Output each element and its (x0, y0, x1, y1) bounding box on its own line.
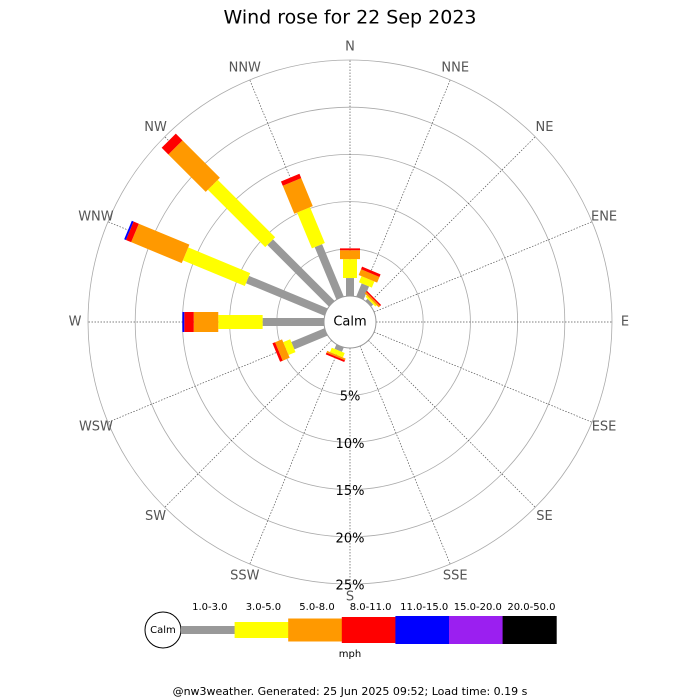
bar-segment (207, 179, 276, 248)
direction-label: NNW (229, 60, 261, 75)
spoke (373, 331, 593, 423)
legend-swatch (181, 626, 236, 634)
bar-segment (297, 207, 325, 249)
bar-segment (365, 290, 382, 307)
spoke (368, 136, 536, 304)
bar-segment (358, 269, 380, 283)
bar-segment (161, 133, 183, 155)
legend-swatch (395, 616, 450, 644)
bar-segment (325, 352, 345, 363)
spoke (359, 345, 451, 565)
bar-segment (262, 318, 324, 326)
bar-segment (346, 278, 354, 296)
legend-swatch (341, 617, 396, 643)
bar-segment (272, 342, 283, 362)
bar-segment (275, 339, 290, 361)
bar-segment (326, 350, 346, 361)
bar-segment (184, 312, 194, 332)
bar-segment (365, 295, 377, 307)
legend-label: 11.0-15.0 (400, 602, 448, 613)
bar-segment (356, 283, 370, 300)
legend-calm-label: Calm (150, 625, 176, 636)
spoke (368, 340, 536, 508)
bar-segment (340, 248, 360, 251)
bar-segment (340, 250, 360, 260)
bar-segment (282, 178, 313, 214)
legend-swatch (449, 616, 504, 644)
chart-title: Wind rose for 22 Sep 2023 (223, 7, 476, 29)
r-tick-label: 20% (336, 531, 365, 546)
legend-label: 1.0-3.0 (192, 602, 227, 613)
direction-label: NW (144, 120, 167, 135)
r-tick-label: 25% (336, 579, 365, 594)
bar-segment (218, 315, 263, 329)
legend-label: 8.0-11.0 (350, 602, 392, 613)
direction-label: WSW (79, 420, 113, 435)
bar-segment (361, 266, 381, 277)
grid-ring (134, 106, 566, 538)
legend-swatch (288, 618, 343, 642)
direction-label: E (621, 315, 629, 330)
calm-label: Calm (333, 315, 366, 330)
spoke (249, 345, 341, 565)
direction-label: NNE (441, 60, 469, 75)
spoke (373, 221, 593, 313)
bar-segment (365, 298, 374, 307)
bar-segment (358, 276, 375, 288)
bar-segment (334, 344, 344, 352)
r-tick-label: 10% (336, 437, 365, 452)
direction-label: N (345, 40, 355, 55)
bar-segment (182, 312, 185, 332)
direction-label: S (346, 590, 354, 605)
legend-label: 15.0-20.0 (454, 602, 502, 613)
r-tick-label: 15% (336, 484, 365, 499)
spoke (164, 340, 332, 508)
bar-segment (182, 247, 251, 286)
direction-label: NE (535, 120, 553, 135)
bar-segment (291, 328, 328, 350)
bar-segment (343, 259, 357, 279)
spoke (359, 79, 451, 299)
bar-segment (280, 173, 302, 186)
r-tick-label: 5% (340, 390, 361, 405)
bar-segment (314, 244, 344, 300)
legend-label: 3.0-5.0 (246, 602, 281, 613)
bar-segment (168, 140, 220, 192)
calm-circle (323, 295, 377, 349)
direction-label: WNW (78, 209, 114, 224)
footer: @nw3weather. Generated: 25 Jun 2025 09:5… (173, 685, 528, 698)
direction-label: SSW (230, 569, 260, 584)
bar-segment (283, 339, 296, 356)
legend-swatch (234, 622, 289, 638)
legend-label: 5.0-8.0 (299, 602, 334, 613)
direction-label: W (69, 315, 82, 330)
legend-unit: mph (339, 649, 361, 660)
bar-segment (193, 312, 219, 332)
direction-label: SSE (443, 569, 468, 584)
bar-segment (267, 239, 335, 307)
direction-label: SW (145, 509, 166, 524)
direction-label: SE (536, 509, 552, 524)
bar-segment (329, 347, 345, 358)
bar-segment (364, 291, 381, 308)
bar-segment (131, 223, 190, 264)
bar-segment (125, 221, 139, 243)
bar-segment (124, 220, 134, 241)
bar-segment (245, 275, 328, 316)
direction-label: ENE (591, 209, 617, 224)
legend-swatch (502, 616, 557, 644)
direction-label: ESE (592, 420, 617, 435)
grid-ring (87, 59, 613, 585)
legend-label: 20.0-50.0 (507, 602, 555, 613)
